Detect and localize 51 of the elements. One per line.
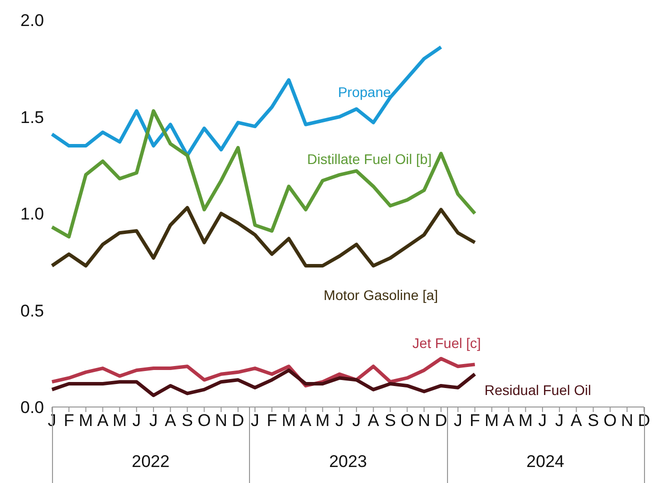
x-tick-label: J bbox=[250, 411, 260, 430]
line-series bbox=[50, 368, 477, 398]
x-tick-label: O bbox=[604, 411, 617, 430]
y-tick-label: 1.0 bbox=[20, 204, 44, 224]
x-tick-label: D bbox=[232, 411, 244, 430]
x-tick-label: J bbox=[132, 411, 141, 430]
series-label: Propane bbox=[336, 82, 392, 101]
x-tick-label: D bbox=[434, 411, 448, 430]
x-tick-label: S bbox=[384, 411, 396, 430]
text: 2023 bbox=[328, 452, 368, 472]
y-tick-label: 2.0 bbox=[20, 11, 44, 30]
series-label: Residual Fuel Oil bbox=[484, 380, 592, 399]
x-tick-label: M bbox=[112, 411, 127, 430]
x-tick-label: J bbox=[149, 411, 158, 430]
series-label: Motor Gasoline [a] bbox=[322, 286, 440, 304]
x-tick-label: M bbox=[78, 411, 93, 430]
x-tick-label: M bbox=[316, 411, 330, 430]
x-tick-label: F bbox=[64, 411, 74, 430]
x-tick-label: S bbox=[588, 411, 599, 430]
x-tick-label: J bbox=[538, 411, 547, 430]
x-tick-label: S bbox=[182, 411, 193, 430]
x-tick-label: J bbox=[352, 411, 361, 430]
x-tick-label: O bbox=[400, 411, 414, 430]
text: 2024 bbox=[525, 452, 566, 472]
x-tick-label: N bbox=[418, 411, 430, 430]
x-tick-label: J bbox=[555, 411, 564, 430]
x-tick-label: A bbox=[503, 411, 516, 430]
line-series bbox=[50, 109, 477, 238]
x-tick-label: A bbox=[368, 411, 380, 430]
x-tick-label: M bbox=[518, 411, 533, 430]
x-tick-label: A bbox=[570, 411, 583, 430]
y-tick-label: 0.0 bbox=[20, 398, 44, 418]
x-tick-label: M bbox=[484, 411, 499, 430]
x-tick-label: J bbox=[454, 411, 462, 430]
x-tick-label: F bbox=[266, 411, 278, 430]
line-series bbox=[50, 356, 477, 388]
x-tick-label: A bbox=[300, 411, 312, 430]
x-tick-label: O bbox=[198, 411, 211, 430]
text: 2022 bbox=[130, 452, 171, 472]
x-tick-label: A bbox=[164, 411, 177, 430]
x-tick-label: A bbox=[97, 411, 110, 430]
y-tick-label: 1.5 bbox=[20, 108, 44, 127]
series-label: Jet Fuel [c] bbox=[411, 334, 482, 352]
x-tick-label: N bbox=[215, 411, 228, 430]
series-label: Distillate Fuel Oil [b] bbox=[306, 150, 433, 168]
x-tick-label: N bbox=[620, 411, 634, 430]
line-series bbox=[50, 206, 477, 268]
x-tick-label: F bbox=[470, 411, 480, 430]
y-tick-label: 0.5 bbox=[20, 301, 44, 320]
x-tick-label: M bbox=[282, 411, 296, 430]
x-tick-label: J bbox=[335, 411, 344, 430]
